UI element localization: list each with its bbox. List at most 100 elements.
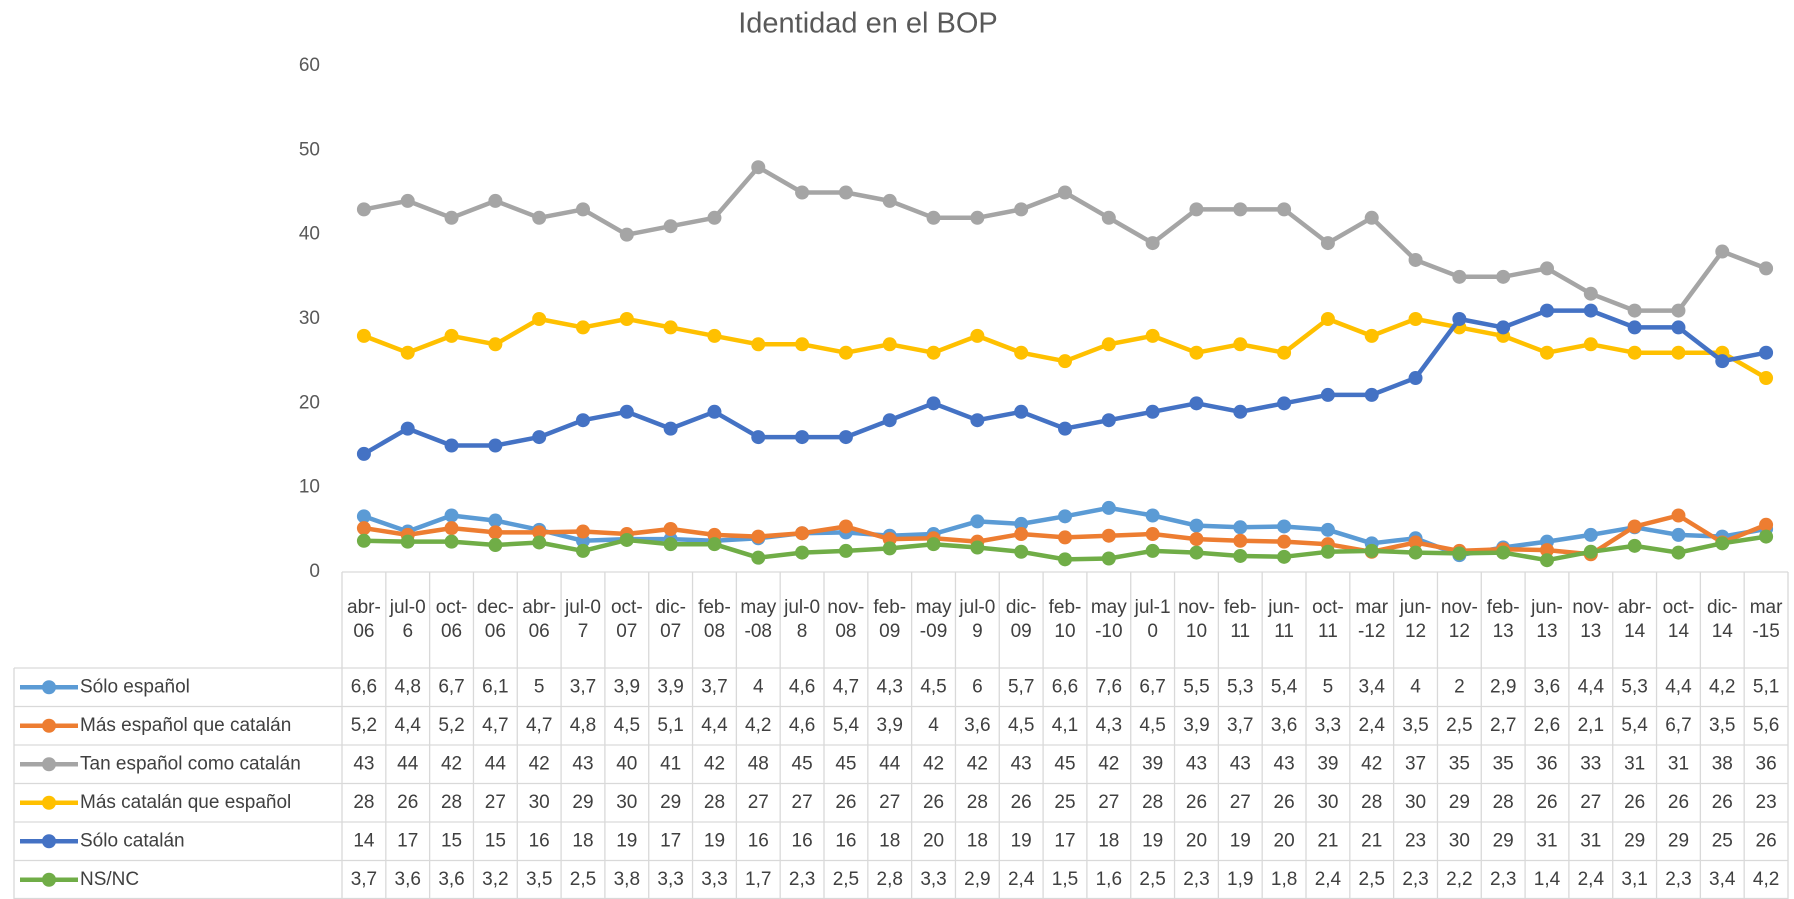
table-value: 31	[1580, 830, 1601, 851]
series-marker	[1364, 328, 1379, 343]
table-value: 42	[967, 753, 988, 774]
table-value: 4	[1410, 676, 1421, 697]
series-marker	[751, 529, 766, 544]
table-value: 4,4	[1578, 676, 1605, 697]
table-value: 1,4	[1534, 869, 1561, 890]
table-value: 30	[1405, 792, 1426, 813]
table-value: 3,6	[964, 715, 990, 736]
series-marker	[1058, 185, 1072, 200]
table-value: 44	[485, 753, 507, 774]
table-value: 5,7	[1008, 676, 1034, 697]
table-value: 2,3	[1402, 869, 1428, 890]
series-marker	[1145, 543, 1160, 558]
series-marker	[663, 421, 678, 436]
table-value: 5,1	[1753, 676, 1779, 697]
table-value: 4	[753, 676, 764, 697]
table-value: 4,3	[1096, 715, 1122, 736]
series-marker	[1320, 522, 1335, 537]
series-marker	[1583, 286, 1598, 301]
table-value: 17	[1054, 830, 1075, 851]
table-value: 4,8	[570, 715, 596, 736]
series-marker	[532, 535, 547, 550]
series-marker	[1189, 532, 1204, 547]
series-marker	[1145, 508, 1160, 523]
series-marker	[576, 543, 590, 558]
table-value: 28	[967, 792, 988, 813]
table-value: 4,4	[701, 715, 728, 736]
x-tick-label: nov-13	[1572, 597, 1609, 642]
series-marker	[356, 202, 371, 217]
series-marker	[1627, 538, 1642, 553]
series-marker	[707, 404, 722, 419]
series-marker	[400, 193, 415, 208]
series-marker	[970, 540, 985, 555]
series-marker	[970, 328, 985, 343]
table-value: 36	[1536, 753, 1557, 774]
series-marker	[1759, 345, 1774, 360]
table-value: 1,6	[1096, 869, 1122, 890]
series-marker	[1452, 312, 1467, 326]
table-value: 2,5	[1359, 869, 1385, 890]
table-value: 2,5	[1139, 869, 1165, 890]
table-value: 4,5	[920, 676, 946, 697]
table-value: 6,7	[1139, 676, 1165, 697]
x-tick-label: may -10	[1091, 597, 1127, 642]
table-value: 3,3	[920, 869, 946, 890]
table-value: 4,3	[877, 676, 903, 697]
series-marker	[1496, 320, 1511, 335]
table-value: 3,9	[614, 676, 640, 697]
table-value: 4,5	[1008, 715, 1034, 736]
table-value: 15	[441, 830, 462, 851]
table-value: 3,7	[701, 676, 727, 697]
x-tick-label: may -08	[740, 597, 776, 642]
table-value: 2,3	[1665, 869, 1691, 890]
series-marker	[444, 438, 459, 453]
table-value: 3,9	[1183, 715, 1209, 736]
table-value: 3,5	[526, 869, 552, 890]
table-value: 3,8	[614, 869, 640, 890]
series-marker	[970, 413, 985, 428]
y-tick-label: 50	[299, 139, 320, 160]
x-tick-label: dic-07	[655, 597, 686, 642]
x-tick-label: jun-12	[1399, 597, 1432, 642]
series-marker	[1233, 337, 1248, 352]
series-marker	[970, 210, 985, 225]
series-marker	[1233, 533, 1248, 548]
table-value: 40	[616, 753, 637, 774]
table-value: 5	[1323, 676, 1334, 697]
y-tick-label: 0	[309, 561, 320, 582]
series-marker	[400, 345, 415, 360]
series-marker	[795, 185, 810, 200]
series-marker	[1014, 544, 1029, 559]
series-marker	[356, 533, 371, 548]
table-value: 14	[353, 830, 375, 851]
series-marker	[444, 534, 459, 549]
table-value: 30	[616, 792, 637, 813]
series-marker	[882, 193, 897, 208]
table-value: 39	[1142, 753, 1163, 774]
series-marker	[751, 337, 766, 352]
table-value: 42	[923, 753, 944, 774]
x-tick-label: oct-14	[1663, 597, 1695, 642]
y-tick-label: 10	[299, 477, 320, 498]
series-marker	[1496, 545, 1511, 560]
table-value: 43	[1230, 753, 1251, 774]
table-value: 28	[1493, 792, 1514, 813]
series-line	[363, 316, 1768, 380]
table-value: 3,5	[1402, 715, 1428, 736]
series-marker	[488, 438, 503, 453]
table-value: 38	[1712, 753, 1733, 774]
legend-label: Tan español como catalán	[80, 753, 301, 774]
series-marker	[1277, 549, 1292, 564]
series-marker	[1145, 328, 1160, 343]
x-tick-label: jul-0 8	[783, 597, 820, 642]
table-value: 6,1	[482, 676, 508, 697]
table-value: 23	[1756, 792, 1777, 813]
series-marker	[444, 328, 459, 343]
series-marker	[1277, 534, 1292, 549]
table-value: 3,5	[1709, 715, 1735, 736]
table-value: 2,4	[1359, 715, 1386, 736]
legend-marker	[42, 872, 56, 887]
series-marker	[1058, 354, 1072, 369]
